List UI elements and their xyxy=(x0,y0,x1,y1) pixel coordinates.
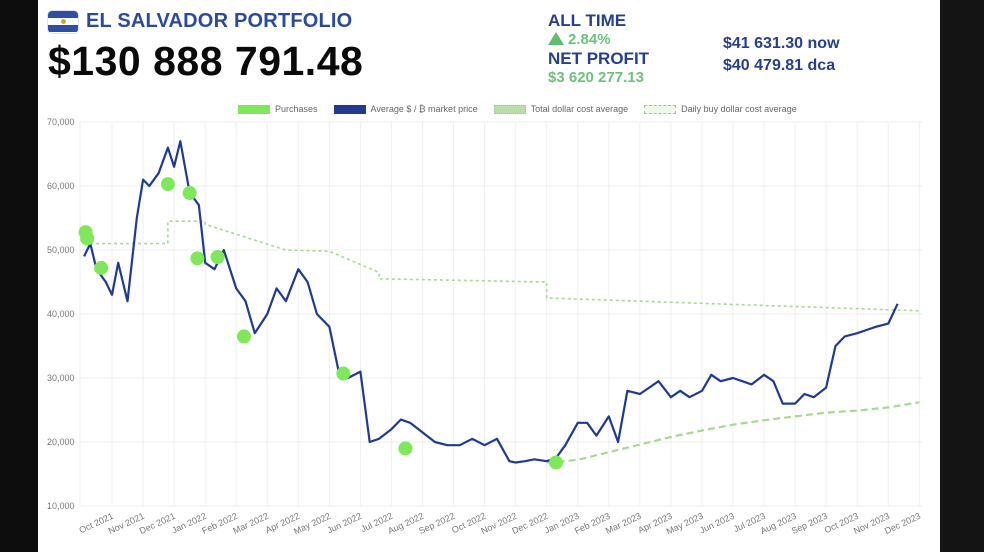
y-axis: 70,000 60,000 50,000 40,000 30,000 20,000 10,0… xyxy=(47,117,75,511)
net-profit-value: $3 620 277.13 xyxy=(548,69,644,86)
chart-grid xyxy=(79,121,922,507)
title-row: EL SALVADOR PORTFOLIO xyxy=(48,10,352,33)
purchase-dot[interactable] xyxy=(398,441,413,456)
x-tick-label: Dec 2023 xyxy=(883,511,922,536)
price-now: $41 631.30 now xyxy=(723,35,840,52)
x-tick-label: Sep 2022 xyxy=(417,511,456,536)
daily-dca-swatch xyxy=(644,104,677,114)
x-tick-label: Mar 2022 xyxy=(231,511,270,536)
all-time-change-value: 2.84% xyxy=(568,31,611,48)
legend-purchases[interactable]: Purchases xyxy=(238,104,318,114)
purchase-dot[interactable] xyxy=(160,177,175,192)
x-tick-label: Dec 2021 xyxy=(138,511,177,536)
purchase-dot[interactable] xyxy=(94,260,109,275)
legend-label: Daily buy dollar cost average xyxy=(681,104,797,114)
price-block: $41 631.30 now $40 479.81 dca xyxy=(723,33,840,77)
legend-total-dca[interactable]: Total dollar cost average xyxy=(493,104,629,114)
purchase-dot[interactable] xyxy=(549,455,564,470)
portfolio-total-value: $130 888 791.48 xyxy=(48,38,364,84)
market-price-swatch xyxy=(333,104,366,114)
x-tick-label: Jun 2023 xyxy=(698,511,736,536)
purchases-swatch xyxy=(238,104,270,114)
x-tick-label: Sep 2023 xyxy=(790,511,829,536)
y-tick-label: 30,000 xyxy=(47,373,75,383)
net-profit-label: NET PROFIT xyxy=(548,49,650,68)
price-dca: $40 479.81 dca xyxy=(723,57,836,74)
x-tick-label: Jun 2022 xyxy=(325,511,363,536)
legend-daily-dca[interactable]: Daily buy dollar cost average xyxy=(644,104,797,114)
purchase-dot[interactable] xyxy=(236,329,251,344)
el-salvador-flag-icon xyxy=(48,10,78,33)
chart-series xyxy=(78,140,920,470)
portfolio-title: EL SALVADOR PORTFOLIO xyxy=(86,10,353,32)
purchase-dot[interactable] xyxy=(210,250,225,265)
y-tick-label: 60,000 xyxy=(47,181,75,191)
stats-block: ALL TIME 2.84% NET PROFIT $3 620 277.13 xyxy=(548,11,649,87)
purchase-dot[interactable] xyxy=(80,231,95,246)
triangle-up-icon xyxy=(548,32,564,45)
legend-label: Average $ / ₿ market price xyxy=(370,104,478,114)
y-tick-label: 40,000 xyxy=(47,309,75,319)
legend-label: Purchases xyxy=(275,104,318,114)
all-time-label: ALL TIME xyxy=(548,11,627,30)
chart-legend: Purchases Average $ / ₿ market price Tot… xyxy=(238,104,805,114)
purchase-dot[interactable] xyxy=(336,366,351,381)
all-time-change: 2.84% xyxy=(548,30,649,49)
legend-label: Total dollar cost average xyxy=(530,104,629,114)
y-tick-label: 10,000 xyxy=(47,501,75,511)
y-tick-label: 70,000 xyxy=(47,117,75,127)
daily-dca-line xyxy=(546,401,920,464)
legend-market-price[interactable]: Average $ / ₿ market price xyxy=(333,104,478,114)
portfolio-panel: EL SALVADOR PORTFOLIO $130 888 791.48 AL… xyxy=(38,0,940,552)
x-tick-label: Mar 2023 xyxy=(604,511,643,536)
x-tick-label: Dec 2022 xyxy=(510,511,549,536)
right-dark-edge xyxy=(940,0,984,552)
y-tick-label: 50,000 xyxy=(47,245,75,255)
purchase-dot[interactable] xyxy=(182,186,197,201)
market-price-line xyxy=(83,140,899,464)
purchase-dot[interactable] xyxy=(190,251,205,266)
total-dca-swatch xyxy=(493,104,526,114)
y-tick-label: 20,000 xyxy=(47,437,75,447)
